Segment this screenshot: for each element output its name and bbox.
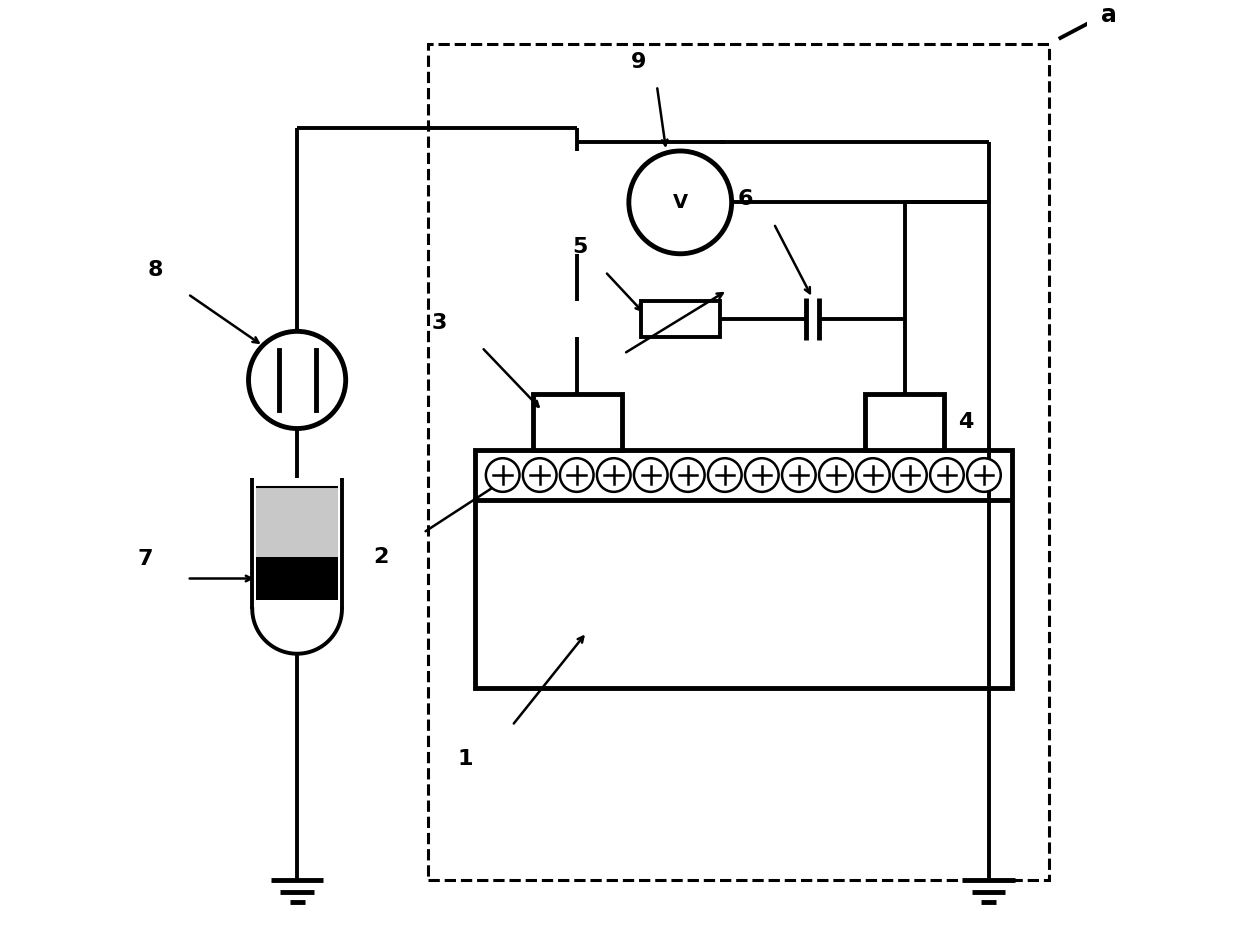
Circle shape bbox=[930, 458, 964, 492]
Circle shape bbox=[523, 458, 556, 492]
Bar bbox=[475, 450, 1012, 689]
Text: 9: 9 bbox=[631, 52, 646, 72]
Bar bbox=[641, 301, 720, 337]
Circle shape bbox=[249, 332, 346, 429]
Text: 1: 1 bbox=[457, 749, 473, 769]
Circle shape bbox=[634, 458, 668, 492]
Bar bbox=[427, 43, 1049, 880]
Circle shape bbox=[629, 151, 732, 253]
Text: 2: 2 bbox=[373, 546, 389, 567]
Circle shape bbox=[968, 458, 1001, 492]
Circle shape bbox=[856, 458, 890, 492]
Text: V: V bbox=[673, 193, 688, 212]
Text: 8: 8 bbox=[147, 260, 162, 280]
Text: a: a bbox=[1100, 4, 1116, 27]
Circle shape bbox=[486, 458, 519, 492]
Text: 4: 4 bbox=[958, 412, 974, 432]
Circle shape bbox=[782, 458, 815, 492]
Circle shape bbox=[893, 458, 927, 492]
Bar bbox=[865, 394, 944, 450]
Circle shape bbox=[560, 458, 593, 492]
Circle shape bbox=[707, 458, 742, 492]
Text: 5: 5 bbox=[572, 236, 587, 256]
Text: 6: 6 bbox=[738, 189, 753, 209]
Circle shape bbox=[819, 458, 852, 492]
Text: 7: 7 bbox=[138, 549, 152, 569]
Circle shape bbox=[745, 458, 778, 492]
Circle shape bbox=[597, 458, 631, 492]
Bar bbox=[533, 394, 622, 450]
Bar bbox=[256, 558, 338, 599]
Text: 3: 3 bbox=[432, 313, 447, 333]
Bar bbox=[256, 487, 338, 599]
Circle shape bbox=[672, 458, 705, 492]
